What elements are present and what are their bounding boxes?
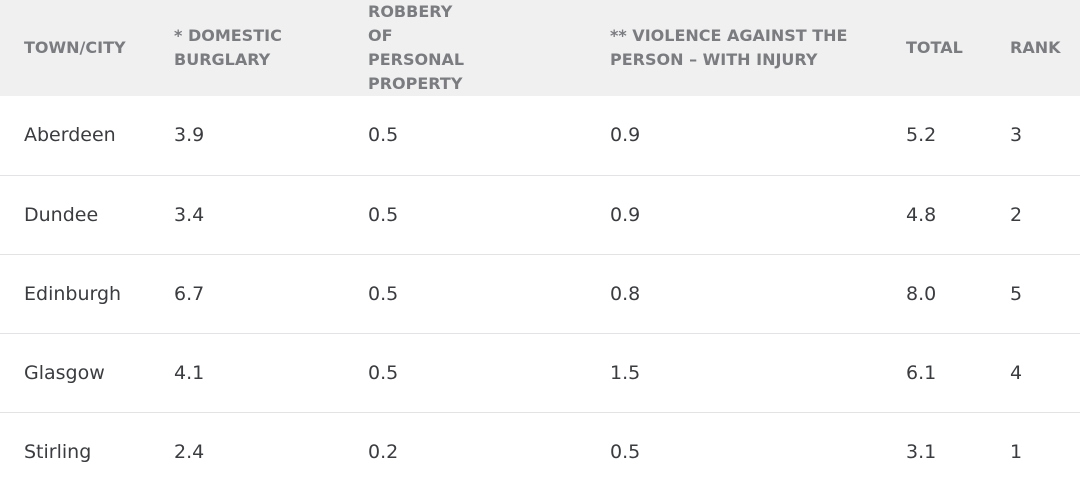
cell-domestic-burglary: 3.4	[174, 203, 205, 226]
table-row: Dundee 3.4 0.5 0.9 4.8 2	[0, 175, 1080, 254]
cell-domestic-burglary: 4.1	[174, 361, 205, 384]
cell-rank: 3	[1010, 124, 1023, 147]
cell-total: 5.2	[906, 124, 937, 147]
cell-violence: 0.5	[610, 440, 641, 463]
cell-robbery: 0.5	[368, 124, 399, 147]
header-domestic-burglary: * DOMESTIC BURGLARY	[174, 26, 282, 69]
cell-rank: 5	[1010, 282, 1023, 305]
cell-robbery: 0.5	[368, 282, 399, 305]
header-row: TOWN/CITY * DOMESTIC BURGLARY ROBBERY OF…	[0, 0, 1080, 96]
cell-town: Glasgow	[24, 361, 105, 384]
cell-rank: 4	[1010, 361, 1023, 384]
table-header: TOWN/CITY * DOMESTIC BURGLARY ROBBERY OF…	[0, 0, 1080, 96]
cell-violence: 0.8	[610, 282, 641, 305]
cell-robbery: 0.5	[368, 361, 399, 384]
table-row: Stirling 2.4 0.2 0.5 3.1 1	[0, 412, 1080, 487]
cell-domestic-burglary: 6.7	[174, 282, 205, 305]
header-robbery-personal-property: ROBBERY OF PERSONAL PROPERTY	[368, 2, 465, 93]
cell-town: Aberdeen	[24, 124, 116, 147]
cell-violence: 0.9	[610, 203, 641, 226]
table-row: Glasgow 4.1 0.5 1.5 6.1 4	[0, 333, 1080, 412]
header-rank: RANK	[1010, 38, 1061, 57]
table-row: Edinburgh 6.7 0.5 0.8 8.0 5	[0, 254, 1080, 333]
cell-total: 6.1	[906, 361, 937, 384]
header-town-city: TOWN/CITY	[24, 38, 126, 57]
cell-town: Edinburgh	[24, 282, 122, 305]
cell-rank: 2	[1010, 203, 1023, 226]
cell-robbery: 0.5	[368, 203, 399, 226]
cell-domestic-burglary: 2.4	[174, 440, 205, 463]
cell-domestic-burglary: 3.9	[174, 124, 205, 147]
table-body: Aberdeen 3.9 0.5 0.9 5.2 3 Dundee 3.4 0.…	[0, 96, 1080, 487]
cell-robbery: 0.2	[368, 440, 399, 463]
cell-violence: 0.9	[610, 124, 641, 147]
cell-town: Stirling	[24, 440, 92, 463]
cell-rank: 1	[1010, 440, 1023, 463]
header-violence-with-injury: ** VIOLENCE AGAINST THE PERSON – WITH IN…	[610, 26, 848, 69]
table-row: Aberdeen 3.9 0.5 0.9 5.2 3	[0, 96, 1080, 175]
cell-total: 8.0	[906, 282, 937, 305]
header-total: TOTAL	[906, 38, 963, 57]
cell-total: 4.8	[906, 203, 937, 226]
cell-total: 3.1	[906, 440, 937, 463]
cell-town: Dundee	[24, 203, 99, 226]
cell-violence: 1.5	[610, 361, 641, 384]
